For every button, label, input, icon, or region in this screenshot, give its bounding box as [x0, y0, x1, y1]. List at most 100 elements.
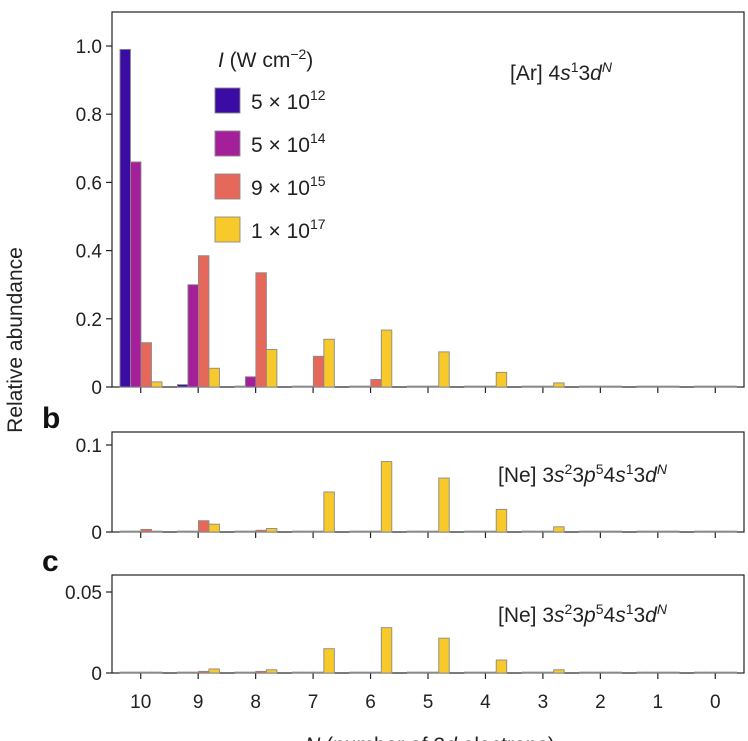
- bar: [187, 284, 199, 388]
- legend-entry-label: 9 × 1015: [251, 173, 326, 200]
- bar: [668, 530, 680, 533]
- bar: [668, 385, 680, 388]
- bar: [265, 528, 278, 533]
- bar: [380, 461, 393, 533]
- bar: [485, 671, 497, 674]
- bar: [380, 329, 393, 388]
- bar: [312, 671, 325, 674]
- bar: [151, 671, 163, 674]
- bar: [119, 671, 131, 674]
- legend-swatch: [214, 130, 241, 157]
- bar: [579, 385, 591, 388]
- bar: [370, 379, 382, 388]
- bar: [553, 669, 565, 674]
- bar: [668, 671, 680, 674]
- bar: [694, 671, 706, 674]
- bar: [140, 342, 152, 388]
- bar: [474, 530, 487, 533]
- y-tick-label: 0.4: [76, 242, 103, 263]
- bar: [359, 385, 372, 388]
- bar: [725, 385, 737, 388]
- bar: [265, 669, 278, 674]
- x-tick-label: 0: [710, 692, 721, 713]
- bar: [197, 255, 210, 388]
- bar: [464, 671, 476, 674]
- y-tick-label: 0: [91, 664, 102, 685]
- bar: [151, 530, 163, 533]
- bar: [532, 530, 544, 533]
- bar: [208, 367, 220, 388]
- bar: [474, 671, 487, 674]
- bar: [234, 385, 246, 388]
- bar: [291, 530, 304, 533]
- bar: [291, 385, 304, 388]
- bar: [417, 385, 429, 388]
- bar: [694, 530, 706, 533]
- bar: [715, 385, 727, 388]
- bar: [130, 671, 142, 674]
- bar: [485, 530, 497, 533]
- bar: [359, 671, 372, 674]
- bar: [417, 671, 429, 674]
- bar: [406, 530, 419, 533]
- legend-entry-label: 5 × 1014: [251, 130, 326, 157]
- bar: [349, 671, 361, 674]
- bar: [255, 529, 267, 533]
- x-tick-label: 8: [250, 692, 261, 713]
- x-tick-label: 10: [130, 692, 151, 713]
- bar: [427, 385, 440, 388]
- bar: [657, 671, 670, 674]
- y-tick-label: 0: [91, 523, 102, 544]
- y-tick-label: 1.0: [76, 37, 102, 58]
- configuration-annotation: [Ar] 4s13dN: [510, 59, 613, 85]
- bar: [312, 355, 325, 388]
- y-tick-label: 0: [91, 378, 102, 399]
- bar: [474, 385, 487, 388]
- bar: [176, 671, 189, 674]
- bar: [255, 272, 267, 388]
- bar: [532, 671, 544, 674]
- panel-label-b: b: [42, 402, 60, 435]
- y-tick-label: 0.2: [76, 310, 102, 331]
- bar: [406, 385, 419, 388]
- bar: [380, 627, 393, 674]
- configuration-annotation: [Ne] 3s23p54s13dN: [498, 461, 668, 487]
- bar: [704, 671, 716, 674]
- bar: [119, 530, 131, 533]
- bar: [427, 671, 440, 674]
- bar: [255, 670, 267, 674]
- bar: [715, 671, 727, 674]
- bar: [485, 385, 497, 388]
- bar: [151, 381, 163, 388]
- bar: [406, 671, 419, 674]
- bar: [438, 477, 450, 533]
- bar: [521, 530, 534, 533]
- bar: [197, 520, 210, 533]
- bar: [495, 371, 508, 388]
- bar: [715, 530, 727, 533]
- bar: [302, 671, 314, 674]
- bar: [234, 671, 246, 674]
- bar: [302, 530, 314, 533]
- y-tick-label: 0.6: [76, 173, 102, 194]
- x-tick-label: 7: [308, 692, 319, 713]
- bar: [265, 349, 278, 388]
- legend-entry-label: 5 × 1012: [251, 87, 326, 114]
- bar: [234, 530, 246, 533]
- bar: [130, 161, 142, 388]
- legend-title: I (W cm−2): [218, 46, 313, 72]
- bar: [636, 530, 649, 533]
- bar: [521, 671, 534, 674]
- legend-swatch: [214, 173, 241, 200]
- bar: [349, 530, 361, 533]
- bar: [600, 530, 612, 533]
- bar: [291, 671, 304, 674]
- bar: [417, 530, 429, 533]
- bar: [176, 384, 189, 388]
- bar: [542, 671, 555, 674]
- bar: [187, 530, 199, 533]
- bar: [244, 530, 257, 533]
- bar: [610, 530, 623, 533]
- panel-label-c: c: [42, 545, 59, 578]
